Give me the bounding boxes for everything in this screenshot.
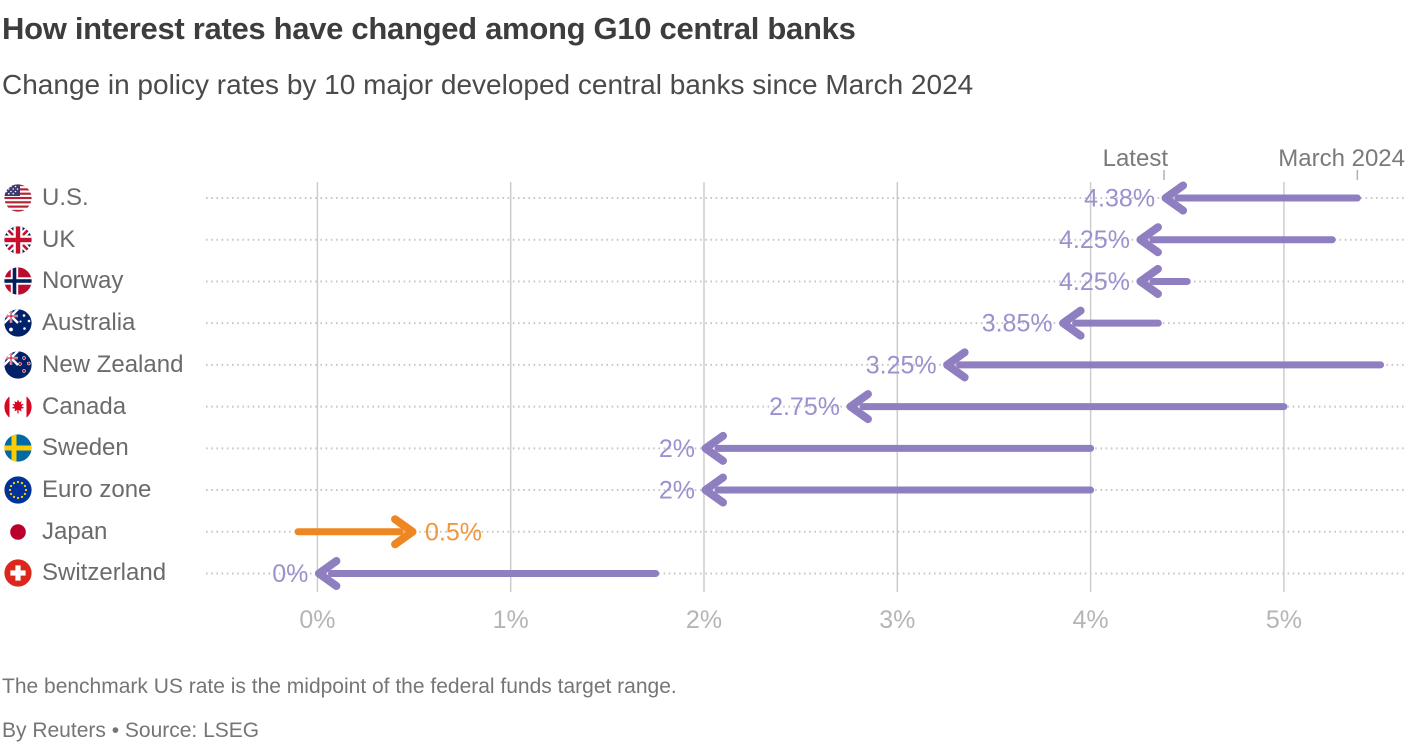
australia-flag-icon <box>4 309 32 337</box>
rate-value-label: 4.38% <box>1084 185 1155 213</box>
rate-arrow-row: 2% <box>206 431 1404 465</box>
country-flag-sweden-icon <box>4 434 32 462</box>
rate-arrowhead-icon <box>701 431 727 465</box>
country-label: Switzerland <box>42 559 167 587</box>
country-flag-us-icon <box>4 184 32 212</box>
column-header-march-2024: March 2024 <box>1278 145 1405 172</box>
rate-arrow-row: 4.25% <box>206 264 1404 298</box>
x-axis-tick-label: 3% <box>879 606 915 634</box>
rate-arrowhead-icon <box>1136 264 1162 298</box>
rate-arrowhead-icon <box>1059 306 1085 340</box>
norway-flag-icon <box>4 267 32 296</box>
rate-value-label: 4.25% <box>1059 226 1130 254</box>
rate-arrow-row: 2.75% <box>206 390 1404 424</box>
country-flag-australia-icon <box>4 309 32 337</box>
country-label: Sweden <box>42 434 129 462</box>
canada-flag-icon <box>4 392 32 421</box>
country-label: New Zealand <box>42 350 184 378</box>
country-flag-new-zealand-icon <box>4 351 32 379</box>
country-flag-switzerland-icon <box>4 559 32 588</box>
rate-value-label: 4.25% <box>1059 268 1130 296</box>
rate-arrowhead-icon <box>314 556 341 590</box>
country-flag-uk-icon <box>4 226 32 254</box>
japan-flag-icon <box>4 518 32 546</box>
country-row-us: U.S. <box>4 184 89 212</box>
country-flag-japan-icon <box>4 518 32 546</box>
rate-arrowhead-icon <box>701 473 727 507</box>
x-axis: 0% 1% 2% 3% 4% 5% <box>299 606 1302 634</box>
rate-value-label: 2.75% <box>769 393 840 421</box>
rate-arrowhead-icon <box>943 348 969 382</box>
rate-arrow-row: 3.85% <box>206 306 1404 340</box>
country-row-switzerland: Switzerland <box>4 559 167 588</box>
rate-arrow-row: 2% <box>206 473 1404 507</box>
sweden-flag-icon <box>4 434 32 462</box>
country-label: Australia <box>42 309 136 337</box>
country-label: UK <box>42 225 76 253</box>
country-flag-norway-icon <box>4 267 32 296</box>
country-flag-euro-zone-icon <box>4 476 32 504</box>
rate-arrowhead-icon <box>1136 223 1162 257</box>
country-row-new-zealand: New Zealand <box>4 351 183 379</box>
country-row-canada: Canada <box>4 393 126 421</box>
x-axis-tick-label: 2% <box>686 606 722 634</box>
x-axis-tick-label: 4% <box>1073 606 1109 634</box>
rate-value-label: 0% <box>272 560 308 588</box>
country-flag-canada-icon <box>4 392 32 421</box>
switzerland-flag-icon <box>4 559 32 588</box>
country-row-australia: Australia <box>4 309 135 337</box>
rate-value-label: 2% <box>659 477 695 505</box>
rate-arrow-row: 3.25% <box>206 348 1404 382</box>
rate-arrowhead-icon <box>1161 181 1188 215</box>
rate-arrow-row: 0.5% <box>206 515 1404 549</box>
x-axis-tick-label: 1% <box>493 606 529 634</box>
country-label: Japan <box>42 517 108 545</box>
rate-arrow-row: 4.25% <box>206 223 1404 257</box>
country-label: Canada <box>42 392 127 420</box>
x-axis-tick-label: 5% <box>1266 606 1302 634</box>
country-row-norway: Norway <box>4 267 124 296</box>
footnote: The benchmark US rate is the midpoint of… <box>2 675 677 698</box>
gridlines-layer <box>316 170 1359 592</box>
country-row-sweden: Sweden <box>4 434 129 462</box>
rate-value-label: 3.85% <box>982 310 1053 338</box>
us-flag-icon <box>4 184 32 212</box>
new-zealand-flag-icon <box>4 351 32 379</box>
euro-zone-flag-icon <box>4 476 32 504</box>
rate-arrowhead-icon <box>391 515 417 549</box>
byline-source: By Reuters • Source: LSEG <box>2 719 260 742</box>
rate-value-label: 0.5% <box>425 518 482 546</box>
arrow-rows-layer: 4.38%4.25%4.25%3.85%3.25%2.75%2%2%0.5%0% <box>206 181 1404 590</box>
country-label: Euro zone <box>42 476 152 504</box>
country-row-japan: Japan <box>4 518 107 546</box>
column-header-latest: Latest <box>1103 145 1169 172</box>
country-row-euro-zone: Euro zone <box>4 476 151 504</box>
country-label: U.S. <box>42 184 89 211</box>
chart-title: How interest rates have changed among G1… <box>2 11 856 46</box>
rate-arrowhead-icon <box>846 390 872 424</box>
uk-flag-icon <box>4 226 32 254</box>
country-row-uk: UK <box>4 226 75 254</box>
rate-value-label: 2% <box>659 435 695 463</box>
country-label: Norway <box>42 267 124 295</box>
rate-value-label: 3.25% <box>866 351 937 379</box>
rate-arrow-row: 0% <box>206 556 1404 590</box>
x-axis-tick-label: 0% <box>299 606 335 634</box>
chart-subtitle: Change in policy rates by 10 major devel… <box>2 69 974 100</box>
rate-arrow-row: 4.38% <box>206 181 1404 215</box>
